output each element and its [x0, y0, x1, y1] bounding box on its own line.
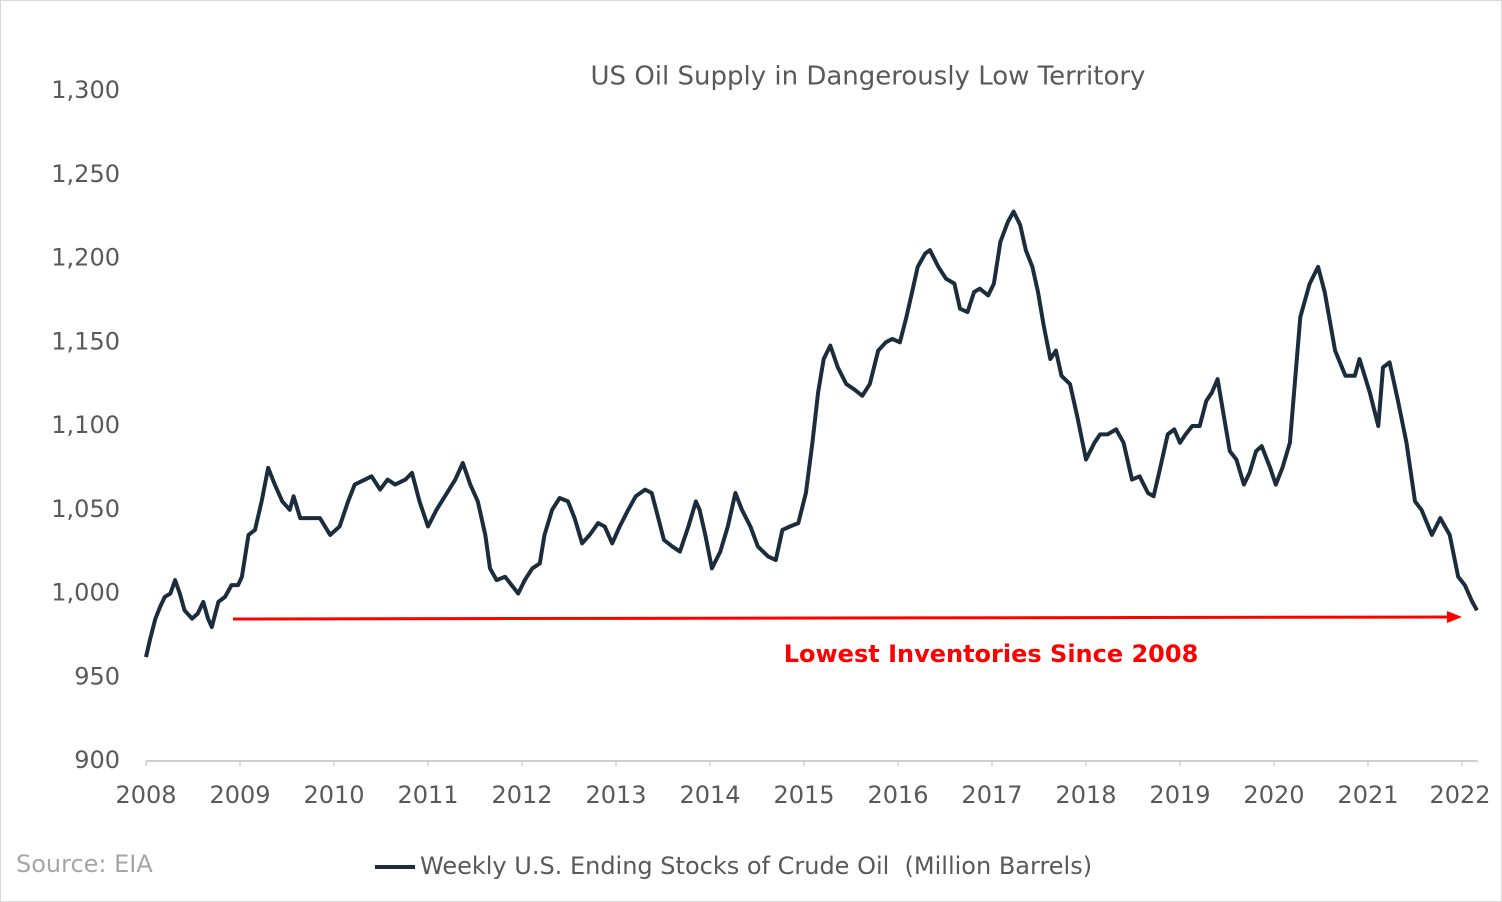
y-tick-label: 1,100	[51, 411, 120, 439]
x-tick-label: 2015	[773, 781, 834, 809]
source: Source: EIA	[16, 850, 153, 878]
y-tick-label: 1,250	[51, 160, 120, 188]
x-tick-label: 2020	[1243, 781, 1304, 809]
annotation-arrow	[232, 615, 1451, 621]
y-tick-label: 1,150	[51, 327, 120, 355]
y-tick-label: 900	[74, 746, 120, 774]
x-tick-label: 2008	[115, 781, 176, 809]
annotation-arrowhead	[1447, 611, 1462, 623]
y-tick-label: 950	[74, 662, 120, 690]
x-tick-label: 2012	[491, 781, 552, 809]
x-tick-label: 2019	[1149, 781, 1210, 809]
x-tick-label: 2016	[867, 781, 928, 809]
x-tick-label: 2011	[397, 781, 458, 809]
x-tick-label: 2010	[303, 781, 364, 809]
x-tick-label: 2017	[961, 781, 1022, 809]
y-tick-label: 1,050	[51, 495, 120, 523]
x-tick-label: 2018	[1055, 781, 1116, 809]
line	[144, 209, 1479, 658]
chart-title: US Oil Supply in Dangerously Low Territo…	[591, 62, 1146, 92]
y-tick-label: 1,000	[51, 579, 120, 607]
legend-label: Weekly U.S. Ending Stocks of Crude Oil (…	[420, 852, 1092, 880]
x-tick-label: 2022	[1429, 781, 1490, 809]
x-tick-label: 2009	[209, 781, 270, 809]
y-tick-label: 1,200	[51, 244, 120, 272]
x-tick-label: 2021	[1337, 781, 1398, 809]
annotation: Lowest Inventories Since 2008	[784, 640, 1199, 668]
x-tick-label: 2014	[679, 781, 740, 809]
y-tick-label: 1,300	[51, 76, 120, 104]
x-tick-label: 2013	[585, 781, 646, 809]
